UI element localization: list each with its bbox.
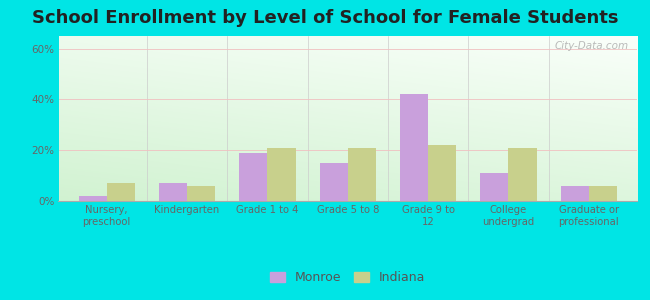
Bar: [79, 196, 107, 201]
Bar: [348, 148, 376, 201]
Bar: [561, 186, 589, 201]
Bar: [239, 153, 267, 201]
Bar: [400, 94, 428, 201]
Text: School Enrollment by Level of School for Female Students: School Enrollment by Level of School for…: [32, 9, 618, 27]
Bar: [480, 173, 508, 201]
Legend: Monroe, Indiana: Monroe, Indiana: [264, 265, 432, 290]
Bar: [589, 186, 617, 201]
Bar: [428, 145, 456, 201]
Bar: [159, 183, 187, 201]
Text: City-Data.com: City-Data.com: [554, 41, 629, 51]
Bar: [107, 183, 135, 201]
Bar: [267, 148, 296, 201]
Bar: [187, 186, 215, 201]
Bar: [508, 148, 536, 201]
Bar: [320, 163, 348, 201]
